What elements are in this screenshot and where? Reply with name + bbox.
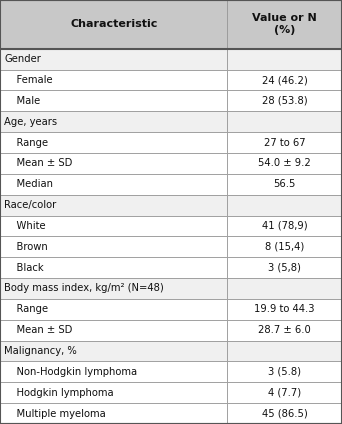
Bar: [0, 340, 227, 361]
Text: Malignancy, %: Malignancy, %: [4, 346, 77, 356]
Text: 45 (86.5): 45 (86.5): [262, 409, 307, 418]
Text: 28 (53.8): 28 (53.8): [262, 96, 307, 106]
Bar: [227, 215, 342, 237]
Bar: [0, 70, 227, 90]
Bar: [227, 361, 342, 382]
Text: Range: Range: [4, 137, 48, 148]
Text: Multiple myeloma: Multiple myeloma: [4, 409, 106, 418]
Text: Mean ± SD: Mean ± SD: [4, 325, 73, 335]
Text: Value or N
(%): Value or N (%): [252, 14, 317, 35]
Text: Male: Male: [4, 96, 40, 106]
Text: 4 (7.7): 4 (7.7): [268, 388, 301, 398]
Bar: [227, 299, 342, 320]
Bar: [227, 278, 342, 299]
Bar: [227, 382, 342, 403]
Bar: [227, 49, 342, 70]
Text: 27 to 67: 27 to 67: [264, 137, 305, 148]
Text: 3 (5,8): 3 (5,8): [268, 262, 301, 273]
Text: 3 (5.8): 3 (5.8): [268, 367, 301, 377]
Bar: [227, 174, 342, 195]
Text: Race/color: Race/color: [4, 200, 56, 210]
Text: Median: Median: [4, 179, 53, 189]
Bar: [227, 132, 342, 153]
Bar: [227, 340, 342, 361]
Text: Black: Black: [4, 262, 44, 273]
Bar: [227, 403, 342, 424]
Text: White: White: [4, 221, 46, 231]
Text: 19.9 to 44.3: 19.9 to 44.3: [254, 304, 315, 314]
Text: Gender: Gender: [4, 54, 41, 64]
Text: Characteristic: Characteristic: [70, 20, 157, 29]
Bar: [227, 153, 342, 174]
Bar: [0, 257, 227, 278]
Bar: [227, 320, 342, 340]
Bar: [0, 237, 227, 257]
Text: Body mass index, kg/m² (N=48): Body mass index, kg/m² (N=48): [4, 284, 164, 293]
Bar: [0, 278, 227, 299]
Text: Brown: Brown: [4, 242, 48, 252]
Text: Non-Hodgkin lymphoma: Non-Hodgkin lymphoma: [4, 367, 137, 377]
Text: 8 (15,4): 8 (15,4): [265, 242, 304, 252]
Text: Hodgkin lymphoma: Hodgkin lymphoma: [4, 388, 114, 398]
Bar: [0, 403, 227, 424]
Text: Mean ± SD: Mean ± SD: [4, 159, 73, 168]
Text: 41 (78,9): 41 (78,9): [262, 221, 307, 231]
Bar: [227, 90, 342, 111]
Bar: [0, 299, 227, 320]
Text: Female: Female: [4, 75, 53, 85]
Text: Range: Range: [4, 304, 48, 314]
Bar: [0, 382, 227, 403]
Bar: [0, 153, 227, 174]
Bar: [0, 132, 227, 153]
Bar: [227, 237, 342, 257]
Text: 54.0 ± 9.2: 54.0 ± 9.2: [258, 159, 311, 168]
Text: 56.5: 56.5: [274, 179, 296, 189]
Bar: [0, 195, 227, 215]
Text: 28.7 ± 6.0: 28.7 ± 6.0: [258, 325, 311, 335]
Bar: [227, 257, 342, 278]
Bar: [227, 111, 342, 132]
Bar: [0, 320, 227, 340]
Bar: [0, 111, 227, 132]
Bar: [0, 49, 227, 70]
Bar: [0, 174, 227, 195]
Bar: [0, 90, 227, 111]
Bar: [227, 195, 342, 215]
Bar: [0, 215, 227, 237]
Text: 24 (46.2): 24 (46.2): [262, 75, 307, 85]
Text: Age, years: Age, years: [4, 117, 57, 127]
Bar: [227, 70, 342, 90]
Bar: [0, 361, 227, 382]
